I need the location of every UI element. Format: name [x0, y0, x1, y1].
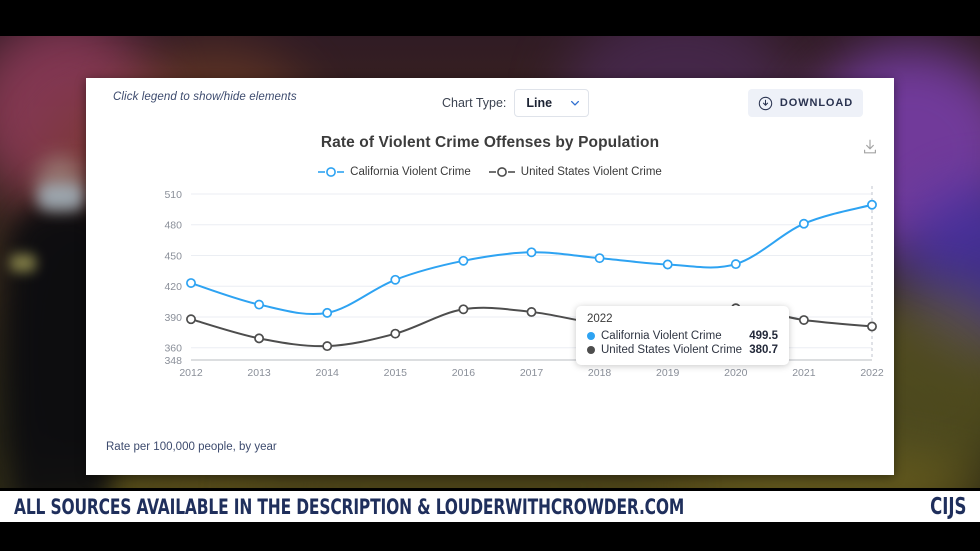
background-officer-mask — [38, 184, 84, 210]
save-download-icon[interactable] — [861, 138, 879, 156]
tooltip-year: 2022 — [587, 313, 613, 325]
x-axis-tick-label: 2013 — [247, 367, 271, 379]
data-point[interactable] — [390, 328, 401, 339]
y-axis-tick-label: 450 — [164, 250, 182, 262]
chart-tooltip: 2022 California Violent Crime 499.5 Unit… — [576, 306, 789, 365]
x-axis-tick-label: 2012 — [179, 367, 203, 379]
download-button[interactable]: DOWNLOAD — [748, 89, 863, 117]
legend-item-united-states[interactable]: United States Violent Crime — [488, 166, 662, 178]
chart-type-control: Chart Type: Line — [442, 89, 590, 117]
chart-legend: California Violent Crime United States V… — [86, 166, 894, 178]
data-point[interactable] — [526, 306, 537, 317]
data-point[interactable] — [730, 259, 741, 270]
legend-hint-text: Click legend to show/hide elements — [113, 91, 297, 103]
tooltip-row: United States Violent Crime 380.7 — [587, 344, 778, 356]
x-axis-tick-label: 2014 — [316, 367, 340, 379]
legend-marker-icon — [488, 167, 515, 177]
y-axis-tick-label: 510 — [164, 189, 182, 201]
data-point[interactable] — [526, 247, 537, 258]
y-axis-tick-label: 348 — [164, 355, 182, 367]
y-axis-tick-label: 480 — [164, 220, 182, 232]
background-officer-badge — [10, 254, 36, 272]
x-axis-tick-label: 2019 — [656, 367, 680, 379]
download-circle-icon — [758, 96, 773, 110]
legend-label-united-states: United States Violent Crime — [520, 166, 662, 178]
series-line-california[interactable] — [190, 203, 873, 316]
chart-plot-area: 348 360 390 420 450 480 510 2012 2013 2014 2015 201… — [86, 184, 894, 399]
y-axis-tick-label: 420 — [164, 281, 182, 293]
tooltip-value-united-states: 380.7 — [749, 344, 778, 356]
data-point[interactable] — [254, 299, 265, 310]
x-axis-tick-label: 2022 — [860, 367, 884, 379]
tooltip-name-united-states: United States Violent Crime — [601, 344, 743, 356]
data-point[interactable] — [867, 199, 877, 210]
banner-sources-text: ALL SOURCES AVAILABLE IN THE DESCRIPTION… — [14, 494, 685, 519]
chart-footnote: Rate per 100,000 people, by year — [106, 441, 277, 453]
data-point[interactable] — [186, 314, 196, 325]
chart-type-label: Chart Type: — [442, 96, 507, 110]
data-point[interactable] — [458, 304, 469, 315]
data-point[interactable] — [662, 259, 673, 270]
x-axis-tick-label: 2020 — [724, 367, 748, 379]
download-button-label: DOWNLOAD — [779, 97, 854, 109]
chart-title: Rate of Violent Crime Offenses by Popula… — [320, 134, 660, 151]
y-axis-tick-label: 390 — [164, 312, 182, 324]
chevron-down-icon — [571, 100, 580, 106]
data-point[interactable] — [186, 278, 196, 288]
data-point[interactable] — [867, 321, 877, 332]
data-point[interactable] — [798, 315, 809, 325]
tooltip-dot-california — [587, 332, 595, 340]
chart-toolbar: Click legend to show/hide elements Chart… — [86, 78, 894, 124]
tooltip-name-california: California Violent Crime — [601, 330, 722, 342]
x-axis-tick-label: 2018 — [588, 367, 612, 379]
data-point[interactable] — [254, 333, 265, 344]
legend-item-california[interactable]: California Violent Crime — [318, 166, 471, 178]
chart-type-value: Line — [526, 96, 553, 110]
y-axis-tick-label: 360 — [164, 343, 182, 355]
tooltip-value-california: 499.5 — [749, 330, 778, 342]
tooltip-row: California Violent Crime 499.5 — [587, 330, 778, 342]
data-point[interactable] — [798, 218, 809, 229]
legend-marker-icon — [318, 167, 345, 177]
legend-label-california: California Violent Crime — [350, 166, 471, 178]
tooltip-dot-united-states — [587, 346, 595, 354]
lower-third-banner: ALL SOURCES AVAILABLE IN THE DESCRIPTION… — [0, 491, 980, 522]
letterbox-top — [0, 0, 980, 36]
x-axis-tick-label: 2021 — [792, 367, 816, 379]
banner-logo: CIJS — [929, 493, 966, 520]
data-point[interactable] — [322, 307, 333, 318]
chart-card: Click legend to show/hide elements Chart… — [86, 78, 894, 475]
data-point[interactable] — [390, 274, 401, 285]
data-point[interactable] — [458, 255, 469, 266]
x-axis-tick-label: 2015 — [384, 367, 408, 379]
data-point[interactable] — [594, 253, 605, 264]
data-point[interactable] — [322, 341, 333, 352]
x-axis-tick-label: 2017 — [520, 367, 544, 379]
chart-type-select[interactable]: Line — [514, 89, 590, 117]
x-axis-tick-label: 2016 — [452, 367, 476, 379]
